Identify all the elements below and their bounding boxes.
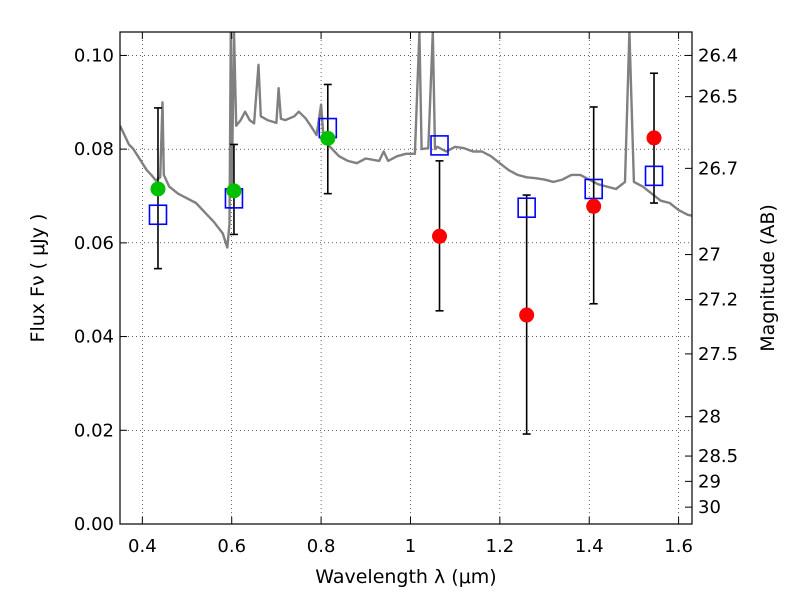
y2-tick-label: 26.4 bbox=[698, 45, 738, 66]
y-axis-label: Flux Fν ( μJy ) bbox=[27, 214, 49, 343]
y2-tick-label: 29 bbox=[698, 471, 721, 492]
y-tick-label: 0.06 bbox=[74, 233, 114, 254]
data-point-marker bbox=[150, 181, 166, 197]
x-tick-label: 1.2 bbox=[486, 536, 515, 557]
model-square-marker bbox=[148, 204, 168, 226]
model-square-marker bbox=[517, 197, 536, 219]
data-point-marker bbox=[586, 198, 602, 214]
data-point-marker bbox=[226, 183, 242, 199]
data-point-marker bbox=[432, 228, 448, 244]
x-tick-label: 1 bbox=[405, 536, 416, 557]
x-tick-label: 1.4 bbox=[575, 536, 604, 557]
y2-tick-label: 27 bbox=[698, 245, 721, 266]
marker-layer bbox=[148, 117, 664, 323]
y-tick-label: 0.08 bbox=[74, 139, 114, 160]
y2-axis-label: Magnitude (AB) bbox=[757, 204, 779, 352]
ticks: 0.4 0.6 0.8 1 1.2 1.4 1.6 0.00 0.02 0.04 0.06 0.08 0… bbox=[74, 32, 738, 557]
y-tick-label: 0.10 bbox=[74, 45, 114, 66]
plot-area bbox=[120, 32, 692, 524]
y-tick-label: 0.00 bbox=[74, 514, 114, 535]
y-tick-label: 0.02 bbox=[74, 420, 114, 441]
y-tick-label: 0.04 bbox=[74, 327, 114, 348]
data-point-marker bbox=[320, 130, 336, 146]
data-point-marker bbox=[646, 130, 662, 146]
y2-tick-label: 28.5 bbox=[698, 446, 738, 467]
y2-tick-label: 26.5 bbox=[698, 87, 738, 108]
model-square-marker bbox=[644, 165, 664, 187]
x-tick-label: 0.6 bbox=[217, 536, 246, 557]
model-square-marker bbox=[584, 178, 603, 200]
y2-tick-label: 27.5 bbox=[698, 344, 738, 365]
y2-tick-label: 26.7 bbox=[698, 158, 738, 179]
x-axis-label: Wavelength λ (μm) bbox=[315, 566, 496, 588]
y2-tick-label: 27.2 bbox=[698, 290, 738, 311]
y2-tick-label: 30 bbox=[698, 497, 721, 518]
y2-tick-label: 28 bbox=[698, 407, 721, 428]
x-tick-label: 1.6 bbox=[664, 536, 693, 557]
plot-frame bbox=[119, 31, 693, 525]
data-point-marker bbox=[519, 307, 535, 323]
spectrum-line bbox=[120, 32, 692, 249]
x-tick-label: 0.4 bbox=[128, 536, 157, 557]
x-tick-label: 0.8 bbox=[307, 536, 336, 557]
model-square-marker bbox=[430, 135, 449, 156]
spectrum-layer bbox=[120, 32, 692, 249]
